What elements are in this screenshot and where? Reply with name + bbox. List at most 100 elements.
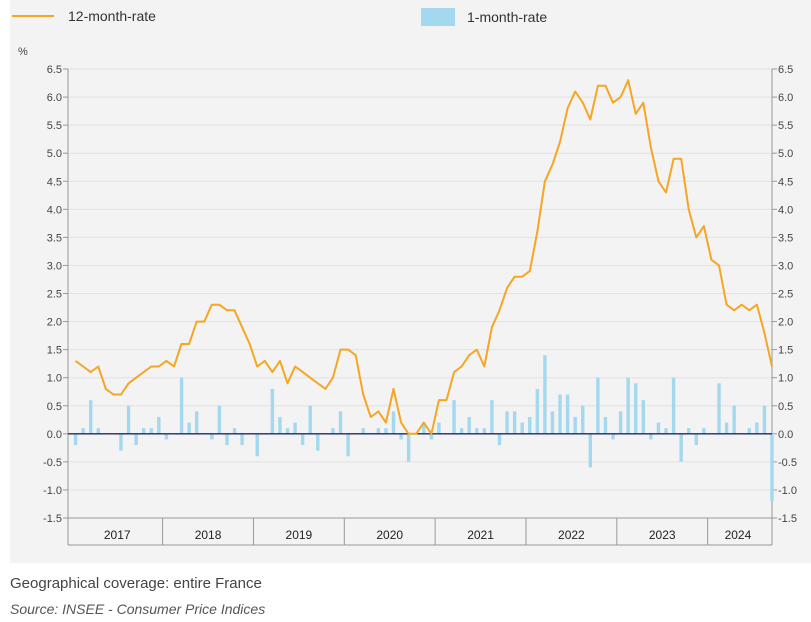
bar-1-month-rate <box>346 433 350 457</box>
x-tick-label-year: 2022 <box>558 528 585 542</box>
bar-1-month-rate <box>573 416 577 434</box>
x-tick-label-year: 2020 <box>376 528 403 542</box>
bar-1-month-rate <box>157 416 161 434</box>
y-tick-label-right: 2.0 <box>778 317 793 329</box>
legend-item-12-month-rate[interactable]: 12-month-rate <box>12 8 156 24</box>
bar-1-month-rate <box>596 377 600 434</box>
legend-item-1-month-rate[interactable]: 1-month-rate <box>421 8 547 26</box>
y-tick-label-left: 6.5 <box>47 64 62 76</box>
y-tick-label-right: 6.0 <box>778 92 793 104</box>
legend-label-1-month-rate: 1-month-rate <box>467 9 548 25</box>
x-tick-label-year: 2017 <box>104 528 131 542</box>
bar-1-month-rate <box>732 405 736 434</box>
bar-1-month-rate <box>406 433 411 462</box>
bar-1-month-rate <box>520 422 524 434</box>
y-tick-label-right: 0.0 <box>778 429 793 441</box>
y-tick-label-right: 3.0 <box>778 260 793 272</box>
bar-1-month-rate <box>528 416 532 434</box>
y-tick-label-left: 1.0 <box>47 373 62 385</box>
bar-1-month-rate <box>376 428 381 434</box>
bar-series-1-month-rate <box>68 355 774 502</box>
bar-1-month-rate <box>316 433 320 451</box>
y-axis-unit-label: % <box>18 46 28 58</box>
bar-1-month-rate <box>535 388 540 434</box>
y-tick-label-left: -1.0 <box>43 485 62 497</box>
bar-1-month-rate <box>565 394 570 434</box>
bar-1-month-rate <box>217 405 222 434</box>
y-tick-label-left: 0.0 <box>47 429 62 441</box>
y-tick-label-left: 5.0 <box>47 148 62 160</box>
bar-1-month-rate <box>187 422 191 434</box>
x-tick-label-year: 2021 <box>467 528 494 542</box>
bar-1-month-rate <box>543 355 547 434</box>
bar-1-month-rate <box>634 383 638 434</box>
bar-1-month-rate <box>270 388 275 434</box>
bar-1-month-rate <box>81 428 85 434</box>
bar-1-month-rate <box>338 411 343 434</box>
line-swatch-icon <box>12 15 54 17</box>
bar-1-month-rate <box>300 433 305 446</box>
y-tick-label-right: 5.0 <box>778 148 793 160</box>
y-tick-label-right: -1.5 <box>778 513 797 525</box>
bar-1-month-rate <box>293 422 297 434</box>
y-tick-label-right: 5.5 <box>778 120 793 132</box>
bar-1-month-rate <box>512 411 517 434</box>
bar-1-month-rate <box>687 428 691 434</box>
y-tick-label-right: 1.5 <box>778 345 793 357</box>
bar-1-month-rate <box>641 400 646 434</box>
bar-1-month-rate <box>179 377 184 434</box>
bar-1-month-rate <box>679 433 683 462</box>
bar-1-month-rate <box>391 411 396 434</box>
y-tick-label-left: 5.5 <box>47 120 62 132</box>
y-tick-label-right: 4.5 <box>778 176 793 188</box>
y-tick-label-right: 3.5 <box>778 232 793 244</box>
geographical-coverage-note: Geographical coverage: entire France <box>10 575 262 592</box>
bar-1-month-rate <box>149 428 153 434</box>
y-tick-label-right: -0.5 <box>778 457 797 469</box>
bar-1-month-rate <box>96 428 100 434</box>
x-tick-label-year: 2019 <box>286 528 313 542</box>
bar-1-month-rate <box>611 433 615 440</box>
y-tick-label-right: 2.5 <box>778 289 793 301</box>
legend-label-12-month-rate: 12-month-rate <box>68 8 156 24</box>
bar-1-month-rate <box>490 400 494 434</box>
y-tick-label-left: 3.5 <box>47 232 62 244</box>
y-tick-label-right: 1.0 <box>778 373 793 385</box>
x-tick-label-year: 2023 <box>649 528 676 542</box>
y-tick-label-left: 0.5 <box>47 401 62 413</box>
chart-panel <box>10 0 811 563</box>
bar-1-month-rate <box>762 405 767 434</box>
bar-1-month-rate <box>482 428 487 434</box>
bar-1-month-rate <box>588 433 593 468</box>
bar-1-month-rate <box>278 416 282 434</box>
bar-1-month-rate <box>618 411 623 434</box>
grid-lines <box>67 68 773 545</box>
bar-1-month-rate <box>664 428 668 434</box>
x-tick-label-year: 2024 <box>725 528 752 542</box>
bar-1-month-rate <box>194 411 199 434</box>
bar-1-month-rate <box>475 428 479 434</box>
y-tick-label-right: 0.5 <box>778 401 793 413</box>
bar-1-month-rate <box>89 400 93 434</box>
bar-1-month-rate <box>232 428 237 434</box>
y-tick-label-left: -0.5 <box>43 457 62 469</box>
bar-1-month-rate <box>164 433 169 440</box>
y-axis-left-ticks: 6.5 6.0 5.5 5.0 4.5 4.0 3.5 3.0 2.5 2.0 1.5 1.0 0.5 0… <box>43 64 68 525</box>
cpi-chart: % 6.5 6.0 5.5 5.0 4.5 4.0 3.5 3.0 2.5 2.0 1.5 1.0 0.… <box>18 46 797 546</box>
x-tick-label-year: 2018 <box>195 528 222 542</box>
line-12-month-rate <box>75 79 773 435</box>
bar-1-month-rate <box>724 422 729 434</box>
y-tick-label-left: 4.5 <box>47 176 62 188</box>
bar-1-month-rate <box>134 433 138 446</box>
y-tick-label-left: 6.0 <box>47 92 62 104</box>
bar-1-month-rate <box>361 428 365 434</box>
bar-swatch-icon <box>421 8 455 26</box>
bar-1-month-rate <box>459 428 464 434</box>
bar-1-month-rate <box>550 411 555 434</box>
bar-1-month-rate <box>558 394 562 434</box>
bar-1-month-rate <box>581 405 585 434</box>
bar-1-month-rate <box>505 411 509 434</box>
bar-1-month-rate <box>626 377 630 434</box>
bar-1-month-rate <box>429 433 434 440</box>
bar-1-month-rate <box>141 428 146 434</box>
